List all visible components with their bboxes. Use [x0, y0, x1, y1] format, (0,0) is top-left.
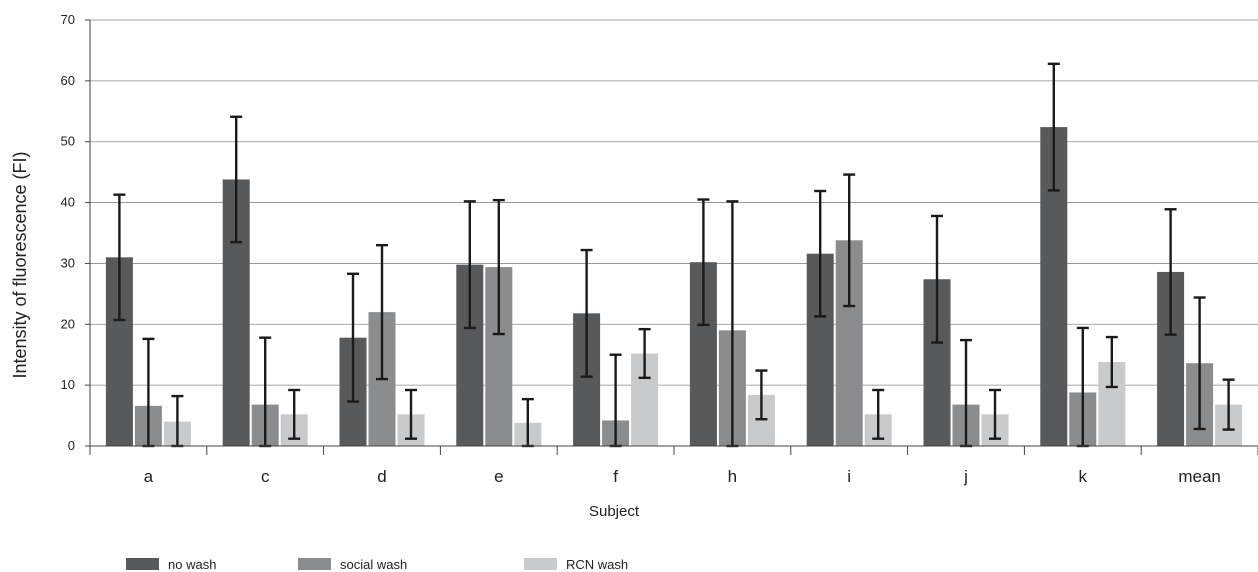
y-tick-label: 60 — [61, 73, 75, 88]
y-tick-labels: 0 10 20 30 40 50 60 70 — [61, 12, 90, 453]
y-tick-label: 20 — [61, 316, 75, 331]
legend-label: no wash — [168, 557, 216, 572]
x-tick-label: a — [144, 467, 154, 486]
x-tick-label: e — [494, 467, 503, 486]
x-tick-label: mean — [1178, 467, 1221, 486]
legend-swatch — [126, 558, 159, 570]
y-tick-label: 40 — [61, 195, 75, 210]
x-tick-label: c — [261, 467, 270, 486]
x-tick-label: j — [963, 467, 968, 486]
x-tick-labels: a c d e f h i j k mean — [89, 446, 1258, 486]
x-tick-label: f — [613, 467, 618, 486]
x-axis-title: Subject — [589, 503, 640, 520]
x-tick-label: h — [728, 467, 737, 486]
x-tick-label: k — [1079, 467, 1088, 486]
y-tick-label: 0 — [68, 438, 75, 453]
y-tick-label: 50 — [61, 134, 75, 149]
y-tick-label: 70 — [61, 12, 75, 27]
gridlines — [90, 19, 1258, 386]
y-axis-title: Intensity of fluorescence (FI) — [10, 151, 30, 378]
legend-item: social wash — [298, 557, 407, 572]
legend-label: RCN wash — [566, 557, 628, 572]
legend-swatch — [524, 558, 557, 570]
legend: no wash social wash RCN wash — [126, 557, 628, 572]
x-tick-label: d — [377, 467, 386, 486]
error-bars — [113, 62, 1235, 448]
legend-item: RCN wash — [524, 557, 628, 572]
legend-item: no wash — [126, 557, 216, 572]
legend-label: social wash — [340, 557, 407, 572]
y-tick-label: 10 — [61, 377, 75, 392]
legend-swatch — [298, 558, 331, 570]
y-tick-label: 30 — [61, 255, 75, 270]
x-tick-label: i — [847, 467, 851, 486]
bars — [105, 127, 1243, 446]
